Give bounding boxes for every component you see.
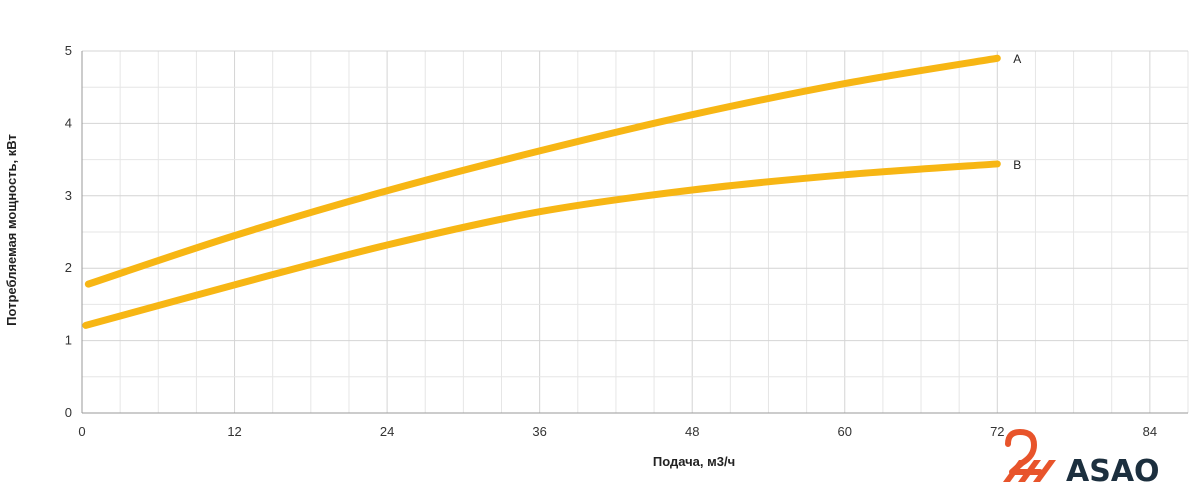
series-label-b: B	[1013, 158, 1021, 172]
x-tick-label: 48	[685, 424, 699, 439]
x-axis-title: Подача, м3/ч	[653, 454, 735, 469]
asao-logo: ASAO	[1003, 429, 1160, 487]
x-tick-label: 60	[838, 424, 852, 439]
series-layer	[82, 54, 1001, 329]
y-tick-label: 2	[65, 260, 72, 275]
y-tick-label: 0	[65, 405, 72, 420]
x-tick-label: 72	[990, 424, 1004, 439]
logo-text: ASAO	[1066, 454, 1160, 482]
axes	[81, 51, 1188, 414]
logo-mark	[1003, 429, 1056, 482]
y-tick-label: 1	[65, 333, 72, 348]
y-tick-label: 4	[65, 115, 72, 130]
y-tick-label: 5	[65, 43, 72, 58]
x-tick-label: 24	[380, 424, 394, 439]
y-tick-label: 3	[65, 188, 72, 203]
x-tick-label: 0	[78, 424, 85, 439]
x-tick-label: 84	[1143, 424, 1157, 439]
series-line-a	[84, 54, 1001, 288]
x-tick-label: 12	[227, 424, 241, 439]
series-label-a: A	[1013, 52, 1021, 66]
x-tick-label: 36	[532, 424, 546, 439]
y-axis-title: Потребляемая мощность, кВт	[4, 134, 19, 326]
series-line-b	[82, 160, 1001, 329]
